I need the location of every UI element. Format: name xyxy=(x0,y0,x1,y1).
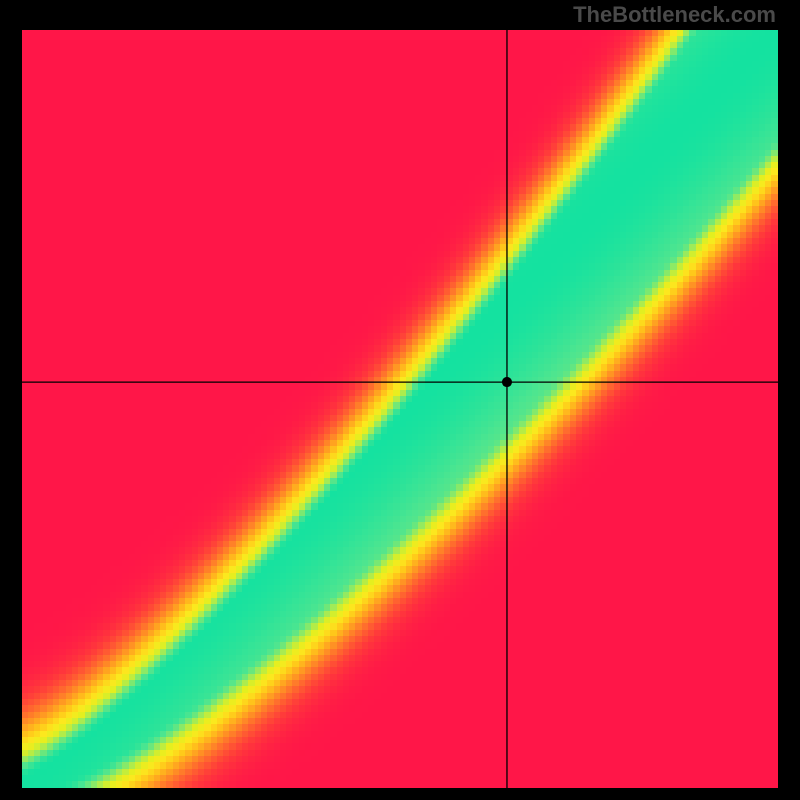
attribution-label: TheBottleneck.com xyxy=(573,2,776,28)
chart-container: TheBottleneck.com xyxy=(0,0,800,800)
bottleneck-heatmap xyxy=(22,30,778,788)
